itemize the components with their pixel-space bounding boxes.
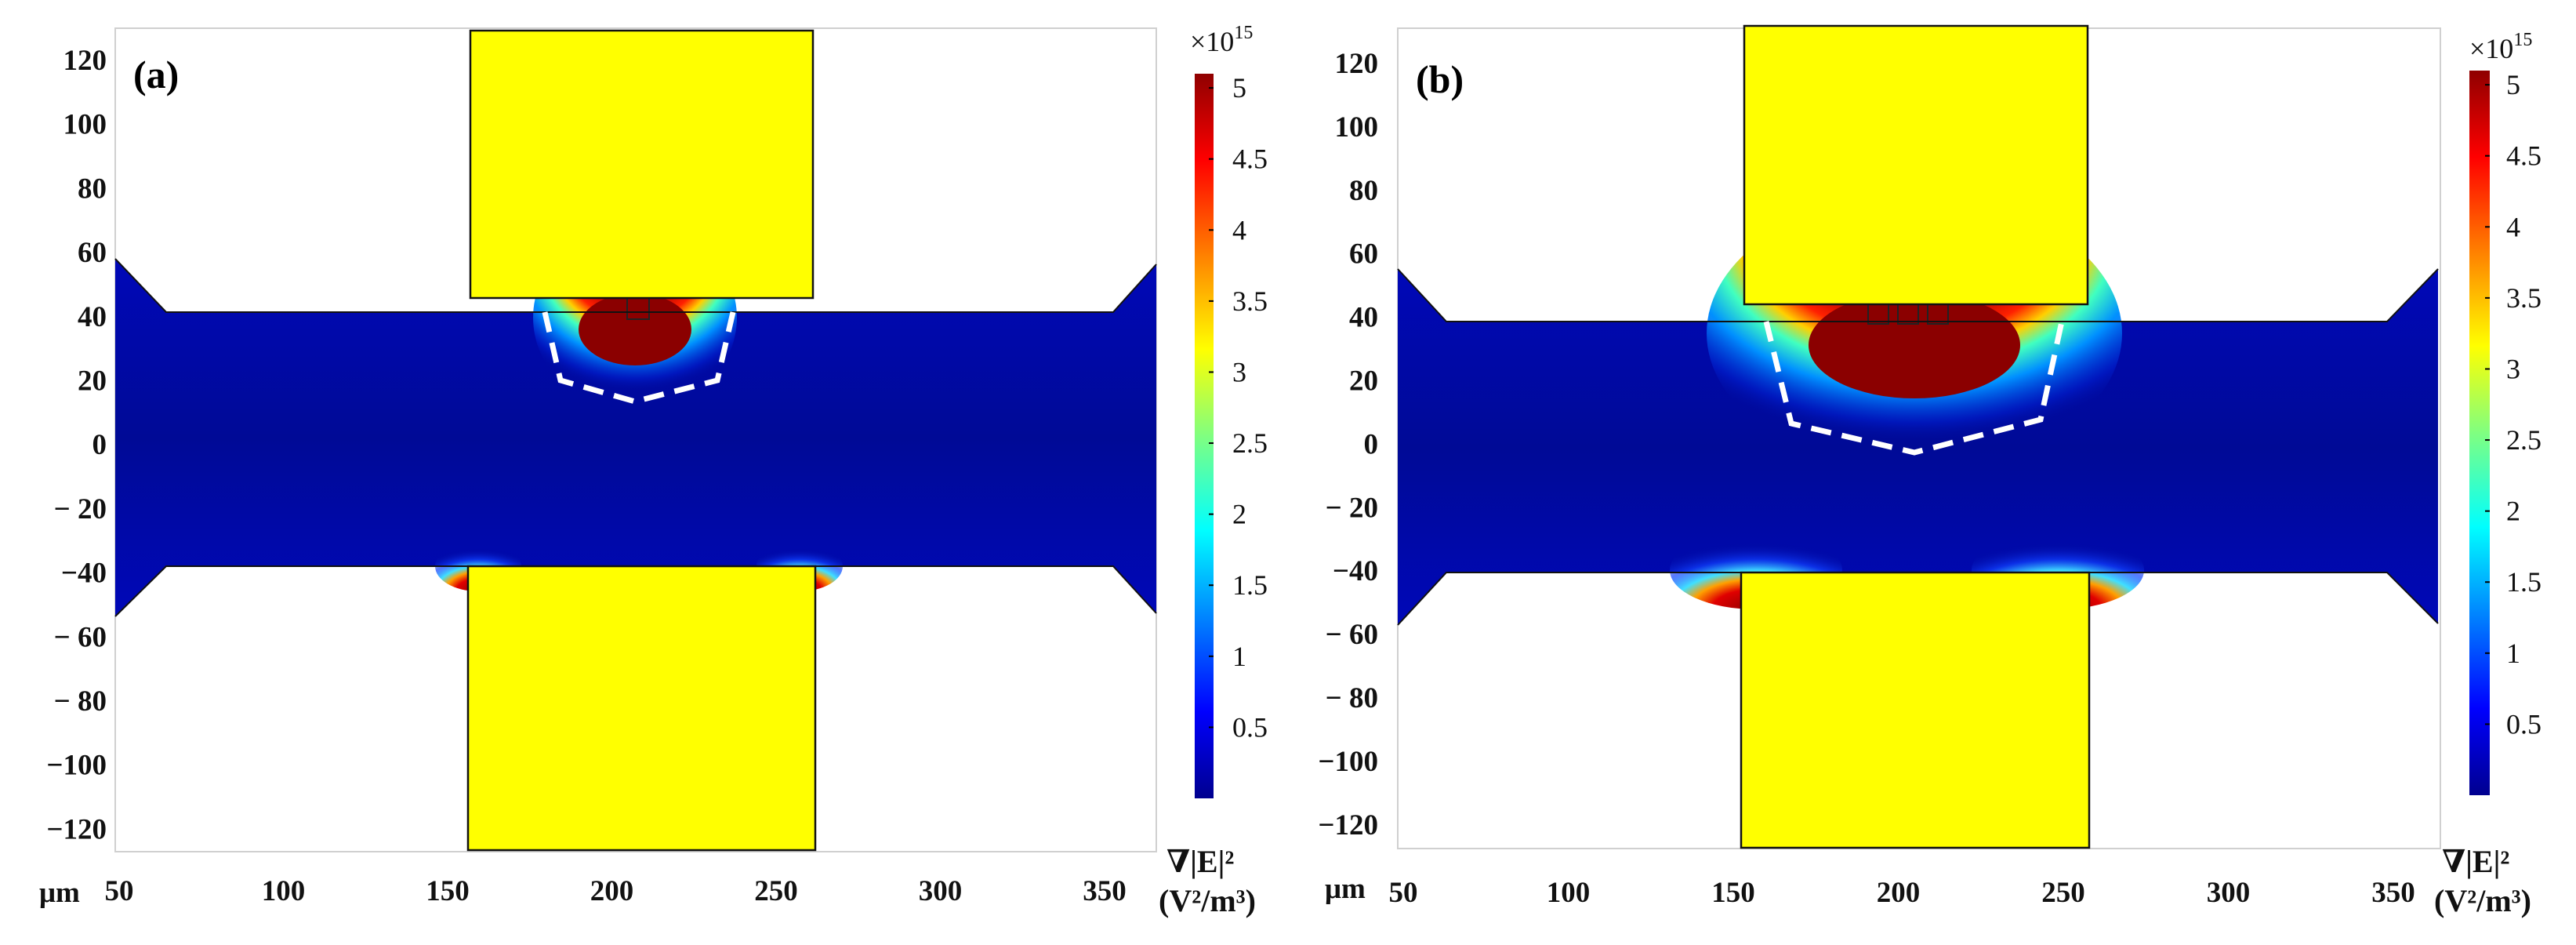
colorbar-a: 5 4.5 4 3.5 3 2.5 2 1.5 1 0.5 ×1015 ∇|E|² (V²/m³) [1159, 23, 1268, 918]
colorbar-tick-label: 2 [1232, 499, 1246, 530]
x-tick-label: 150 [1711, 877, 1755, 909]
x-tick-label: 200 [1877, 877, 1921, 909]
colorbar-tick-label: 0.5 [2506, 708, 2542, 740]
x-axis-b: 50 100 150 200 250 300 350 [1389, 877, 2415, 909]
colorbar-tick-label: 1.5 [2506, 566, 2542, 598]
panel-label-a: (a) [133, 53, 179, 96]
y-tick-label: 80 [78, 173, 107, 205]
colorbar-tick-label: 4.5 [1232, 144, 1268, 175]
colorbar-units-b: (V²/m³) [2434, 883, 2531, 918]
y-tick-label: 40 [1349, 302, 1378, 334]
y-tick-label: − 80 [54, 685, 107, 718]
y-tick-label: − 20 [54, 493, 107, 525]
y-tick-label: 60 [78, 237, 107, 269]
colorbar-tick-label: 1.5 [1232, 569, 1268, 601]
colorbar-bar-b [2469, 71, 2490, 795]
colorbar-tick-label: 3 [1232, 356, 1246, 387]
colorbar-tick-label: 4 [2506, 211, 2520, 242]
trapping-boundary-a [542, 311, 736, 405]
y-tick-label: − 80 [1326, 682, 1378, 714]
x-unit-a: μm [39, 877, 80, 909]
y-tick-label: −100 [1318, 746, 1378, 778]
x-unit-b: μm [1325, 873, 1366, 905]
colorbar-tick-label: 1 [2506, 638, 2520, 669]
channel-edge-top-b [1397, 268, 2439, 322]
electrode-finger-b-right [1927, 303, 1949, 325]
bottom-electrode-a [466, 565, 817, 852]
y-tick-label: 120 [63, 45, 107, 77]
y-tick-label: − 60 [54, 621, 107, 653]
x-tick-label: 250 [754, 875, 798, 907]
x-tick-label: 300 [919, 875, 963, 907]
x-axis-a: 50 100 150 200 250 300 350 [105, 875, 1127, 907]
y-tick-label: − 60 [1326, 619, 1378, 651]
colorbar-tick-label: 3.5 [2506, 282, 2542, 314]
x-tick-label: 200 [590, 875, 634, 907]
x-tick-label: 350 [2371, 877, 2415, 909]
y-tick-label: −100 [46, 750, 107, 782]
colorbar-tick-label: 0.5 [1232, 711, 1268, 743]
colorbar-tick-label: 5 [1232, 72, 1246, 104]
colorbar-multiplier-b: ×1015 [2469, 30, 2532, 64]
colorbar-quantity-b: ∇|E|² [2442, 844, 2509, 879]
y-tick-label: 100 [1335, 111, 1379, 144]
colorbar-quantity-a: ∇|E|² [1166, 844, 1234, 879]
x-tick-label: 50 [1389, 877, 1418, 909]
colorbar-units-a: (V²/m³) [1159, 883, 1256, 918]
colorbar-b: 5 4.5 4 3.5 3 2.5 2 1.5 1 0.5 ×1015 ∇|E|² (V²/m³) [2434, 30, 2542, 918]
x-tick-label: 100 [1547, 877, 1591, 909]
y-tick-label: −40 [1333, 555, 1378, 587]
colorbar-tick-label: 4.5 [2506, 140, 2542, 172]
colorbar-tick-label: 3 [2506, 353, 2520, 384]
colorbar-tick-label: 4 [1232, 214, 1246, 245]
y-tick-label: 100 [63, 109, 107, 141]
colorbar-multiplier-a: ×1015 [1190, 23, 1253, 57]
x-tick-label: 50 [105, 875, 134, 907]
y-tick-label: 0 [1364, 428, 1379, 460]
colorbar-tick-label: 3.5 [1232, 285, 1268, 317]
y-tick-label: −120 [1318, 809, 1378, 841]
top-electrode-a [469, 29, 815, 300]
y-tick-label: 120 [1335, 48, 1379, 80]
y-tick-label: −120 [46, 813, 107, 845]
colorbar-tick-label: 2 [2506, 496, 2520, 527]
panel-label-b: (b) [1416, 57, 1464, 101]
y-tick-label: −40 [61, 558, 107, 590]
electrode-finger-a [626, 295, 650, 320]
channel-a [115, 259, 1156, 616]
colorbar-tick-label: 2.5 [2506, 424, 2542, 456]
y-axis-b: 120 100 80 60 40 20 0 − 20 −40 − 60 − 80 −100 −120 [1318, 48, 1378, 841]
colorbar-tick-label: 2.5 [1232, 427, 1268, 459]
y-tick-label: 60 [1349, 238, 1378, 271]
y-axis-a: 120 100 80 60 40 20 0 − 20 −40 − 60 − 80 −100 −120 [46, 45, 107, 845]
x-tick-label: 350 [1083, 875, 1127, 907]
y-tick-label: 0 [93, 429, 107, 461]
colorbar-tick-label: 5 [2506, 69, 2520, 100]
electrode-finger-b-left [1867, 303, 1889, 325]
x-tick-label: 300 [2207, 877, 2251, 909]
top-electrode-b [1743, 24, 2089, 306]
high-field-core-b [1809, 292, 2020, 398]
y-tick-label: 80 [1349, 175, 1378, 207]
y-tick-label: 20 [1349, 365, 1378, 398]
x-tick-label: 250 [2041, 877, 2085, 909]
channel-edge-top-a [114, 258, 1157, 313]
trapping-boundary-b [1763, 321, 2065, 456]
x-tick-label: 100 [262, 875, 306, 907]
y-tick-label: 20 [78, 365, 107, 398]
y-tick-label: − 20 [1326, 492, 1378, 524]
colorbar-bar-a [1195, 74, 1214, 798]
y-tick-label: 40 [78, 301, 107, 333]
x-tick-label: 150 [426, 875, 470, 907]
bottom-electrode-b [1740, 571, 2091, 849]
colorbar-tick-label: 1 [1232, 641, 1246, 672]
